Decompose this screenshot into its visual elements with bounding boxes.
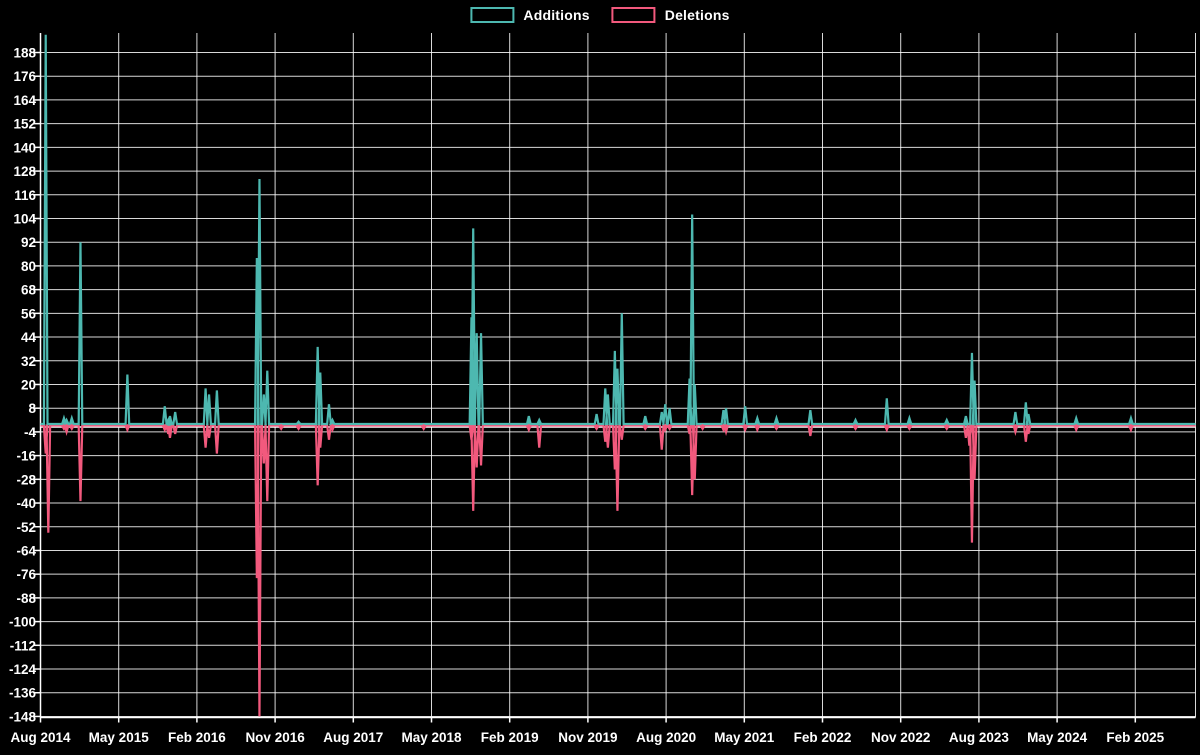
y-tick-label: 176 bbox=[13, 69, 36, 84]
y-tick-label: 80 bbox=[21, 259, 36, 274]
y-tick-label: -124 bbox=[9, 662, 37, 677]
deletions-marker bbox=[906, 424, 913, 431]
x-tick-label: Aug 2023 bbox=[949, 730, 1010, 745]
deletions-marker bbox=[699, 424, 706, 431]
y-tick-label: 92 bbox=[21, 235, 36, 250]
y-tick-label: -136 bbox=[9, 686, 37, 701]
x-tick-label: Feb 2025 bbox=[1106, 730, 1164, 745]
deletions-marker bbox=[1127, 424, 1134, 431]
deletions-marker bbox=[1073, 424, 1080, 431]
deletions-marker bbox=[593, 424, 600, 431]
y-tick-label: -52 bbox=[16, 520, 36, 535]
deletions-swatch-icon bbox=[611, 7, 656, 23]
additions-marker bbox=[962, 420, 969, 426]
y-tick-label: 20 bbox=[21, 377, 36, 392]
additions-marker bbox=[906, 420, 913, 426]
y-tick-label: -28 bbox=[16, 472, 36, 487]
deletions-marker bbox=[278, 424, 285, 431]
deletions-marker bbox=[773, 424, 780, 431]
x-tick-label: Feb 2019 bbox=[481, 730, 539, 745]
y-tick-label: -88 bbox=[16, 591, 36, 606]
y-tick-label: -76 bbox=[16, 567, 36, 582]
deletions-marker bbox=[124, 424, 131, 431]
additions-marker bbox=[852, 420, 859, 426]
y-tick-label: 152 bbox=[13, 117, 36, 132]
x-tick-label: May 2021 bbox=[714, 730, 775, 745]
y-tick-label: -16 bbox=[16, 449, 36, 464]
additions-marker bbox=[536, 420, 543, 426]
additions-marker bbox=[642, 420, 649, 426]
y-tick-label: 116 bbox=[14, 188, 36, 203]
additions-marker bbox=[329, 420, 336, 426]
x-tick-label: Nov 2016 bbox=[245, 730, 305, 745]
x-tick-label: Aug 2014 bbox=[10, 730, 71, 745]
legend-item-deletions[interactable]: Deletions bbox=[611, 7, 730, 23]
additions-marker bbox=[1127, 420, 1134, 426]
y-tick-label: 68 bbox=[21, 283, 37, 298]
deletions-marker bbox=[723, 424, 730, 431]
deletions-marker bbox=[943, 424, 950, 431]
additions-swatch-icon bbox=[470, 7, 515, 23]
additions-series-line bbox=[40, 34, 1196, 426]
x-tick-label: May 2024 bbox=[1027, 730, 1088, 745]
y-tick-label: 188 bbox=[13, 46, 36, 61]
y-tick-label: 164 bbox=[13, 93, 36, 108]
deletions-marker bbox=[329, 424, 336, 431]
x-tick-label: Aug 2017 bbox=[323, 730, 383, 745]
legend-label-additions: Additions bbox=[523, 7, 590, 23]
x-tick-label: May 2018 bbox=[401, 730, 462, 745]
deletions-marker bbox=[883, 424, 890, 431]
additions-marker bbox=[525, 420, 532, 426]
y-tick-label: 140 bbox=[13, 140, 36, 155]
y-tick-label: -40 bbox=[16, 496, 36, 511]
y-tick-label: 56 bbox=[21, 306, 37, 321]
deletions-marker bbox=[68, 424, 75, 431]
x-tick-label: Feb 2016 bbox=[168, 730, 226, 745]
y-tick-label: 44 bbox=[21, 330, 37, 345]
legend-label-deletions: Deletions bbox=[664, 7, 730, 23]
y-tick-label: 8 bbox=[28, 401, 36, 416]
additions-marker bbox=[754, 420, 761, 426]
additions-marker bbox=[1073, 420, 1080, 426]
y-tick-label: 32 bbox=[21, 354, 36, 369]
x-tick-label: May 2015 bbox=[89, 730, 150, 745]
y-tick-label: -100 bbox=[9, 615, 36, 630]
y-tick-label: -4 bbox=[24, 425, 36, 440]
x-tick-label: Nov 2019 bbox=[558, 730, 617, 745]
deletions-marker bbox=[63, 424, 70, 431]
y-tick-label: -148 bbox=[9, 709, 37, 724]
deletions-marker bbox=[666, 424, 673, 431]
y-tick-label: 128 bbox=[13, 164, 36, 179]
legend-item-additions[interactable]: Additions bbox=[470, 7, 590, 23]
deletions-marker bbox=[1012, 424, 1019, 431]
deletions-marker bbox=[662, 424, 669, 431]
x-tick-label: Nov 2022 bbox=[871, 730, 930, 745]
additions-marker bbox=[295, 420, 302, 426]
deletions-marker bbox=[420, 424, 427, 431]
deletions-marker bbox=[742, 424, 749, 431]
y-tick-label: -64 bbox=[16, 543, 36, 558]
x-tick-label: Aug 2020 bbox=[636, 730, 696, 745]
additions-marker bbox=[773, 420, 780, 426]
additions-marker bbox=[166, 420, 173, 426]
deletions-marker bbox=[525, 424, 532, 431]
deletions-series-line bbox=[40, 424, 1196, 717]
chart-legend: Additions Deletions bbox=[470, 7, 729, 23]
deletions-marker bbox=[295, 424, 302, 431]
x-tick-label: Feb 2022 bbox=[794, 730, 852, 745]
additions-marker bbox=[943, 420, 950, 426]
y-tick-label: 104 bbox=[13, 211, 36, 226]
additions-marker bbox=[63, 420, 70, 426]
deletions-marker bbox=[754, 424, 761, 431]
y-tick-label: -112 bbox=[10, 638, 36, 653]
deletions-marker bbox=[161, 424, 168, 431]
deletions-marker bbox=[852, 424, 859, 431]
deletions-marker bbox=[642, 424, 649, 431]
additions-marker bbox=[68, 420, 75, 426]
